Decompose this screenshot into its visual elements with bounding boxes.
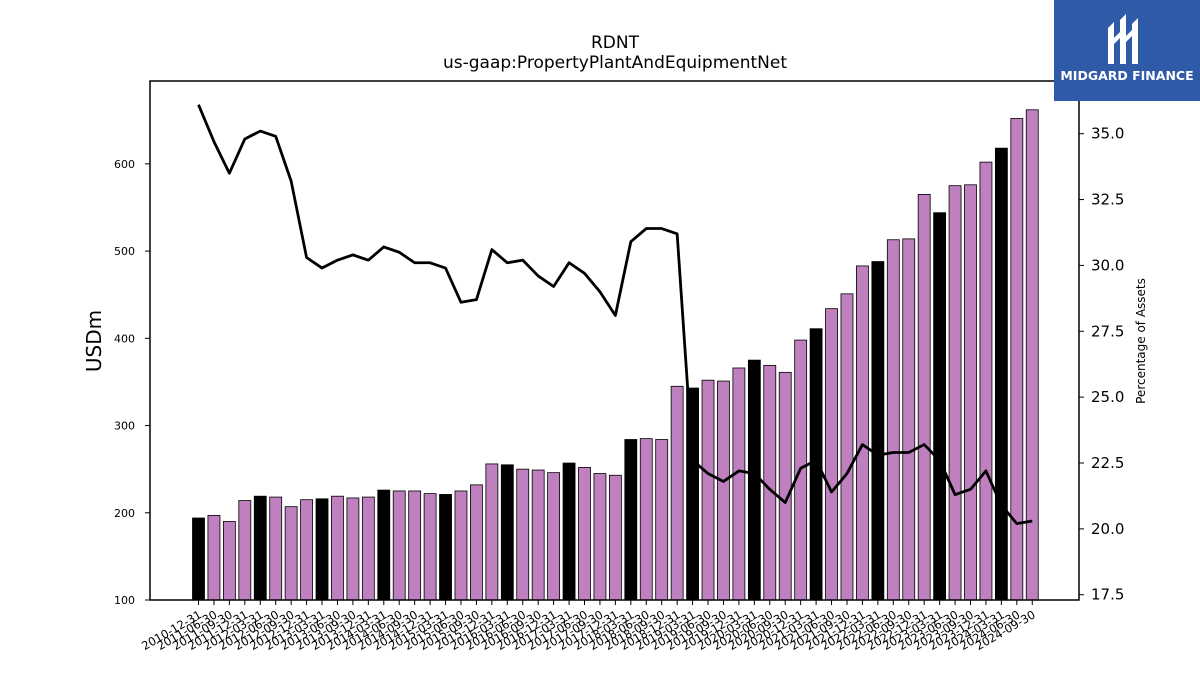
bar-18 (454, 490, 468, 601)
y-tick-label-200: 200 (114, 507, 135, 520)
midgard-logo-icon (1108, 14, 1138, 64)
bar-23 (531, 469, 545, 601)
bar-11 (346, 497, 360, 601)
bar-54 (1010, 118, 1024, 601)
brand-name: MIDGARD FINANCE (1060, 68, 1194, 83)
y2-tick-label-27.5: 27.5 (1091, 322, 1124, 340)
y2-tick-label-32.5: 32.5 (1091, 191, 1124, 209)
bars-group (192, 109, 1039, 601)
y2-tick-label-25.0: 25.0 (1091, 388, 1124, 406)
bar-28 (608, 474, 622, 601)
bar-16 (423, 493, 437, 601)
bar-24 (547, 472, 561, 601)
y2-tick-label-20.0: 20.0 (1091, 520, 1124, 538)
bar-14 (392, 490, 406, 601)
y2-axis-label: Percentage of Assets (1134, 278, 1148, 404)
bar-45 (871, 261, 885, 601)
bar-4 (238, 500, 252, 601)
bar-21 (500, 464, 514, 601)
y2-tick-label-30.0: 30.0 (1091, 256, 1124, 274)
bar-39 (778, 371, 792, 601)
line-group (197, 104, 1033, 525)
y-tick-label-600: 600 (114, 158, 135, 171)
bar-37 (747, 359, 761, 601)
bar-48 (917, 193, 931, 601)
bar-52 (979, 161, 993, 601)
bar-20 (485, 463, 499, 601)
bar-55 (1025, 109, 1039, 601)
bar-25 (562, 462, 576, 601)
x-axis: 2010-12-312011-06-302011-09-302011-12-31… (139, 600, 1038, 653)
bar-22 (516, 468, 530, 601)
bar-50 (948, 185, 962, 601)
plot-frame (149, 80, 1080, 601)
bar-36 (732, 367, 746, 601)
bar-53 (994, 147, 1008, 601)
bar-6 (269, 496, 283, 601)
y2-tick-label-35.0: 35.0 (1091, 125, 1124, 143)
bar-29 (624, 439, 638, 601)
bar-49 (933, 212, 947, 601)
percentage-of-assets-line (197, 104, 1033, 525)
bar-47 (902, 238, 916, 601)
bar-8 (300, 499, 313, 601)
bar-31 (655, 439, 669, 601)
bar-41 (809, 328, 823, 601)
bar-12 (361, 496, 375, 601)
bar-19 (470, 484, 483, 601)
y-tick-label-400: 400 (114, 332, 135, 345)
bar-32 (670, 385, 684, 601)
bar-26 (578, 467, 591, 601)
y-tick-label-300: 300 (114, 420, 135, 433)
bar-46 (886, 239, 900, 601)
bar-9 (315, 498, 329, 601)
bar-27 (593, 473, 607, 601)
bar-10 (331, 495, 344, 601)
bar-13 (377, 489, 391, 601)
bar-51 (964, 184, 977, 601)
y-axis-label: USDm (82, 310, 106, 372)
bar-5 (253, 495, 267, 601)
bar-35 (717, 380, 730, 601)
chart-title: RDNT (591, 33, 640, 53)
bar-2 (207, 514, 221, 601)
y-tick-label-100: 100 (114, 594, 135, 607)
bar-3 (222, 521, 236, 601)
chart-subtitle: us-gaap:PropertyPlantAndEquipmentNet (443, 53, 787, 73)
bar-7 (284, 506, 298, 601)
y2-tick-label-22.5: 22.5 (1091, 454, 1124, 472)
bar-42 (825, 308, 838, 601)
bar-1 (192, 517, 205, 601)
y2-tick-label-17.5: 17.5 (1091, 586, 1124, 604)
bar-15 (408, 490, 422, 601)
brand-logo: MIDGARD FINANCE (1054, 0, 1200, 101)
bar-38 (763, 364, 777, 601)
bar-30 (639, 438, 653, 601)
bar-17 (439, 494, 452, 601)
bar-44 (856, 265, 869, 601)
left-axis: 100 200 300 400 500 600 (114, 158, 150, 607)
bar-33 (686, 387, 699, 601)
y-tick-label-500: 500 (114, 245, 135, 258)
bar-34 (701, 379, 715, 601)
bar-43 (840, 293, 854, 601)
right-axis: 17.5 20.0 22.5 25.0 27.5 30.0 32.5 35.0 (1079, 125, 1124, 604)
